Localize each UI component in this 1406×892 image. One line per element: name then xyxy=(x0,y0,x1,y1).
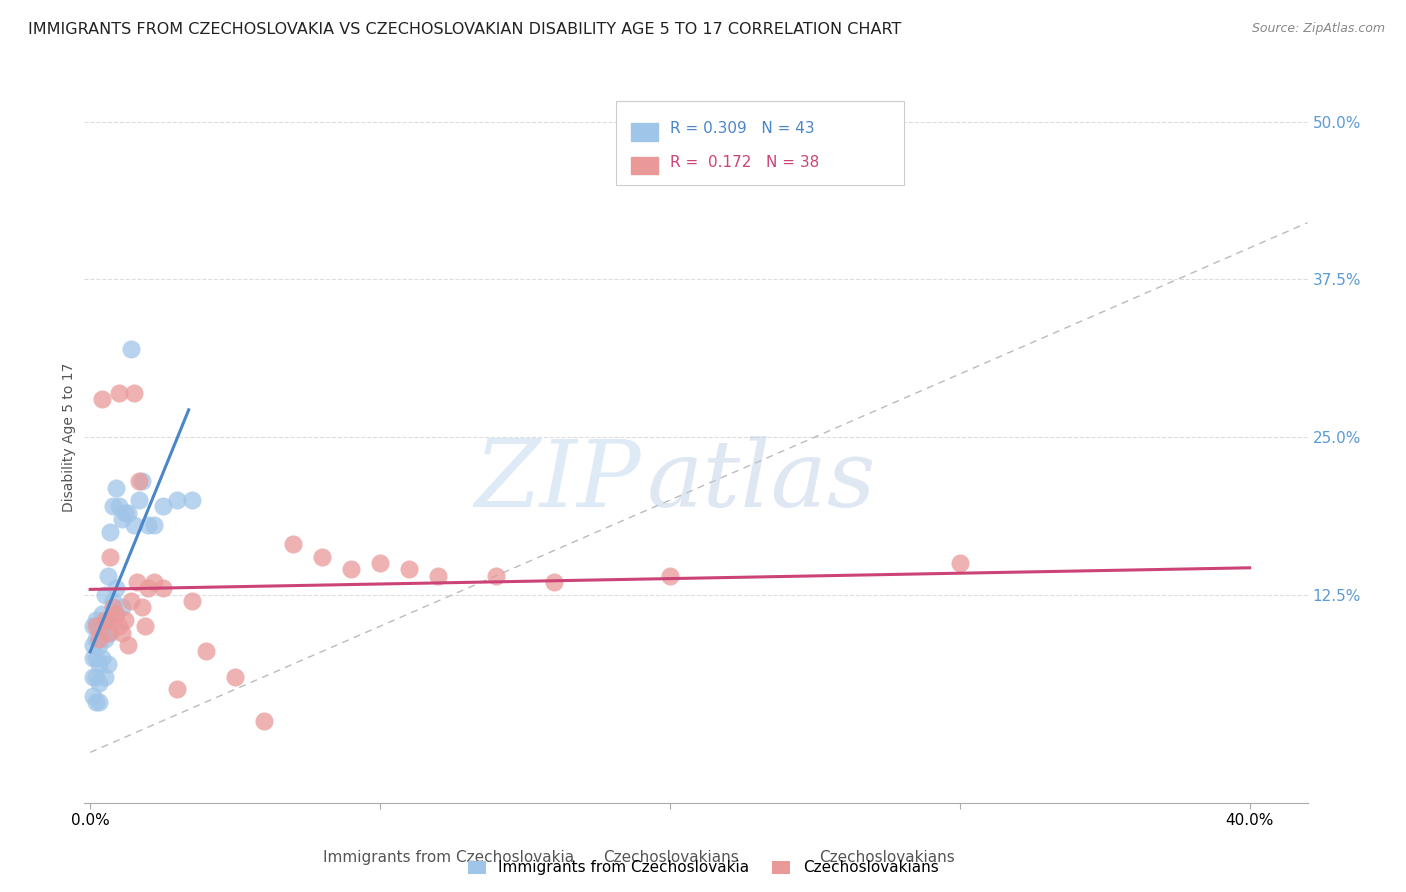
Point xyxy=(100,625,122,640)
Point xyxy=(84,619,107,633)
Point xyxy=(111,625,134,640)
Point xyxy=(103,500,125,514)
Point xyxy=(87,632,110,646)
Point xyxy=(122,518,145,533)
Point xyxy=(485,569,508,583)
Point xyxy=(87,657,110,671)
Point xyxy=(122,386,145,401)
Point xyxy=(96,625,118,640)
Point xyxy=(949,556,972,570)
Point xyxy=(103,600,125,615)
Point xyxy=(142,575,165,590)
Point xyxy=(543,575,565,590)
Point xyxy=(87,695,110,709)
Point xyxy=(117,638,139,652)
Point xyxy=(166,493,188,508)
Legend: Immigrants from Czechoslovakia, Czechoslovakians: Immigrants from Czechoslovakia, Czechosl… xyxy=(468,861,938,875)
Point xyxy=(87,638,110,652)
Point xyxy=(82,638,104,652)
Text: atlas: atlas xyxy=(647,436,876,526)
Point xyxy=(128,474,150,488)
Text: R = 0.309   N = 43: R = 0.309 N = 43 xyxy=(671,121,815,136)
Point xyxy=(82,619,104,633)
Point xyxy=(142,518,165,533)
Point xyxy=(93,613,115,627)
Point xyxy=(120,342,142,356)
Point xyxy=(100,549,122,564)
Point xyxy=(96,657,118,671)
Point xyxy=(117,506,139,520)
Point xyxy=(281,537,304,551)
Point xyxy=(108,500,131,514)
Point xyxy=(87,619,110,633)
Point xyxy=(82,689,104,703)
Point xyxy=(82,650,104,665)
Point xyxy=(120,594,142,608)
Point xyxy=(96,569,118,583)
Y-axis label: Disability Age 5 to 17: Disability Age 5 to 17 xyxy=(62,362,76,512)
Point xyxy=(84,632,107,646)
Point xyxy=(87,676,110,690)
Point xyxy=(134,619,156,633)
Point xyxy=(224,670,246,684)
FancyBboxPatch shape xyxy=(616,101,904,185)
Point xyxy=(82,670,104,684)
Text: R =  0.172   N = 38: R = 0.172 N = 38 xyxy=(671,154,820,169)
Point xyxy=(253,714,276,728)
Point xyxy=(195,644,218,658)
Point xyxy=(93,588,115,602)
Point xyxy=(84,695,107,709)
Point xyxy=(103,594,125,608)
FancyBboxPatch shape xyxy=(631,157,658,174)
Point xyxy=(84,650,107,665)
Point xyxy=(658,569,681,583)
Point xyxy=(111,512,134,526)
Point xyxy=(180,493,202,508)
Point xyxy=(136,582,159,596)
Point xyxy=(100,613,122,627)
Text: Immigrants from Czechoslovakia: Immigrants from Czechoslovakia xyxy=(322,850,574,865)
Text: Czechoslovakians: Czechoslovakians xyxy=(820,850,955,865)
Point xyxy=(180,594,202,608)
Point xyxy=(166,682,188,697)
FancyBboxPatch shape xyxy=(631,123,658,141)
Text: IMMIGRANTS FROM CZECHOSLOVAKIA VS CZECHOSLOVAKIAN DISABILITY AGE 5 TO 17 CORRELA: IMMIGRANTS FROM CZECHOSLOVAKIA VS CZECHO… xyxy=(28,22,901,37)
Point xyxy=(114,613,136,627)
Point xyxy=(152,500,174,514)
Point xyxy=(311,549,333,564)
Point xyxy=(105,607,128,621)
Point xyxy=(93,632,115,646)
Point xyxy=(398,562,420,576)
Point xyxy=(96,613,118,627)
Point xyxy=(108,386,131,401)
Text: Source: ZipAtlas.com: Source: ZipAtlas.com xyxy=(1251,22,1385,36)
Point xyxy=(128,493,150,508)
Point xyxy=(84,613,107,627)
Point xyxy=(131,474,153,488)
Point xyxy=(90,607,112,621)
Point xyxy=(111,600,134,615)
Text: ZIP: ZIP xyxy=(474,436,641,526)
Point xyxy=(368,556,391,570)
Point xyxy=(90,392,112,407)
Point xyxy=(131,600,153,615)
Point xyxy=(105,582,128,596)
Point xyxy=(125,575,148,590)
Point xyxy=(100,524,122,539)
Point xyxy=(136,518,159,533)
Point xyxy=(93,670,115,684)
Point xyxy=(84,670,107,684)
Point xyxy=(108,619,131,633)
Text: Czechoslovakians: Czechoslovakians xyxy=(603,850,738,865)
Point xyxy=(114,506,136,520)
Point xyxy=(427,569,450,583)
Point xyxy=(105,481,128,495)
Point xyxy=(340,562,363,576)
Point xyxy=(152,582,174,596)
Point xyxy=(90,650,112,665)
